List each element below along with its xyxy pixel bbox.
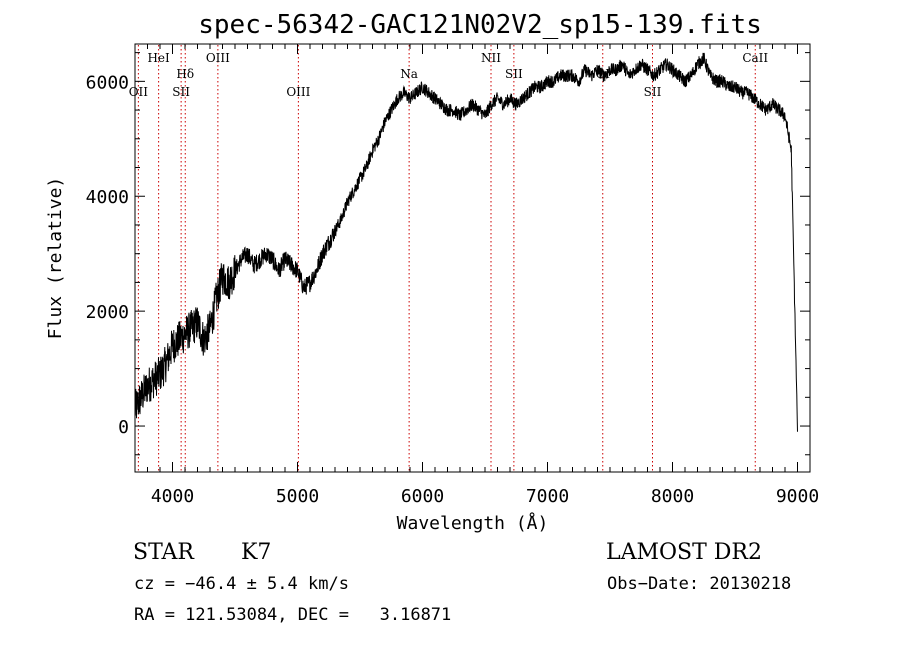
redshift-velocity: cz = −46.4 ± 5.4 km/s [134,574,349,594]
spectrum-series-line [134,52,798,432]
y-tick-label: 6000 [86,72,129,93]
x-tick-label: 9000 [776,486,819,507]
y-tick-label: 0 [118,417,129,438]
emission-line-markers [137,45,756,471]
x-tick-label: 4000 [151,486,194,507]
line-marker-label: Na [400,67,418,81]
x-axis-label: Wavelength (Å) [397,512,549,534]
line-marker-label: OIII [206,51,230,65]
line-marker-label: OII [129,85,149,99]
x-tick-label: 5000 [276,486,319,507]
x-tick-label: 6000 [401,486,444,507]
x-tick-label: 8000 [651,486,694,507]
chart-title: spec-56342-GAC121N02V2_sp15-139.fits [198,10,762,40]
y-tick-label: 2000 [86,302,129,323]
line-marker-label: OIII [286,85,310,99]
line-marker-label: SII [172,85,190,99]
y-axis-ticks: 0 2000 4000 6000 [86,52,810,456]
object-class: STAR [133,540,194,565]
x-axis-ticks: 4000 5000 6000 7000 8000 9000 [134,44,819,507]
line-marker-label: SII [644,85,662,99]
object-subclass: K7 [241,540,272,565]
line-marker-label: CaII [742,51,768,65]
y-tick-label: 4000 [86,187,129,208]
line-marker-label: Hδ [176,67,194,81]
coordinates: RA = 121.53084, DEC = 3.16871 [134,605,452,625]
survey-name: LAMOST DR2 [606,540,762,565]
y-axis-label: Flux (relative) [45,177,66,340]
line-marker-label: HeI [147,51,170,65]
observation-date: Obs−Date: 20130218 [607,574,792,594]
line-marker-label: NII [481,51,501,65]
line-marker-label: SII [505,67,523,81]
x-tick-label: 7000 [526,486,569,507]
